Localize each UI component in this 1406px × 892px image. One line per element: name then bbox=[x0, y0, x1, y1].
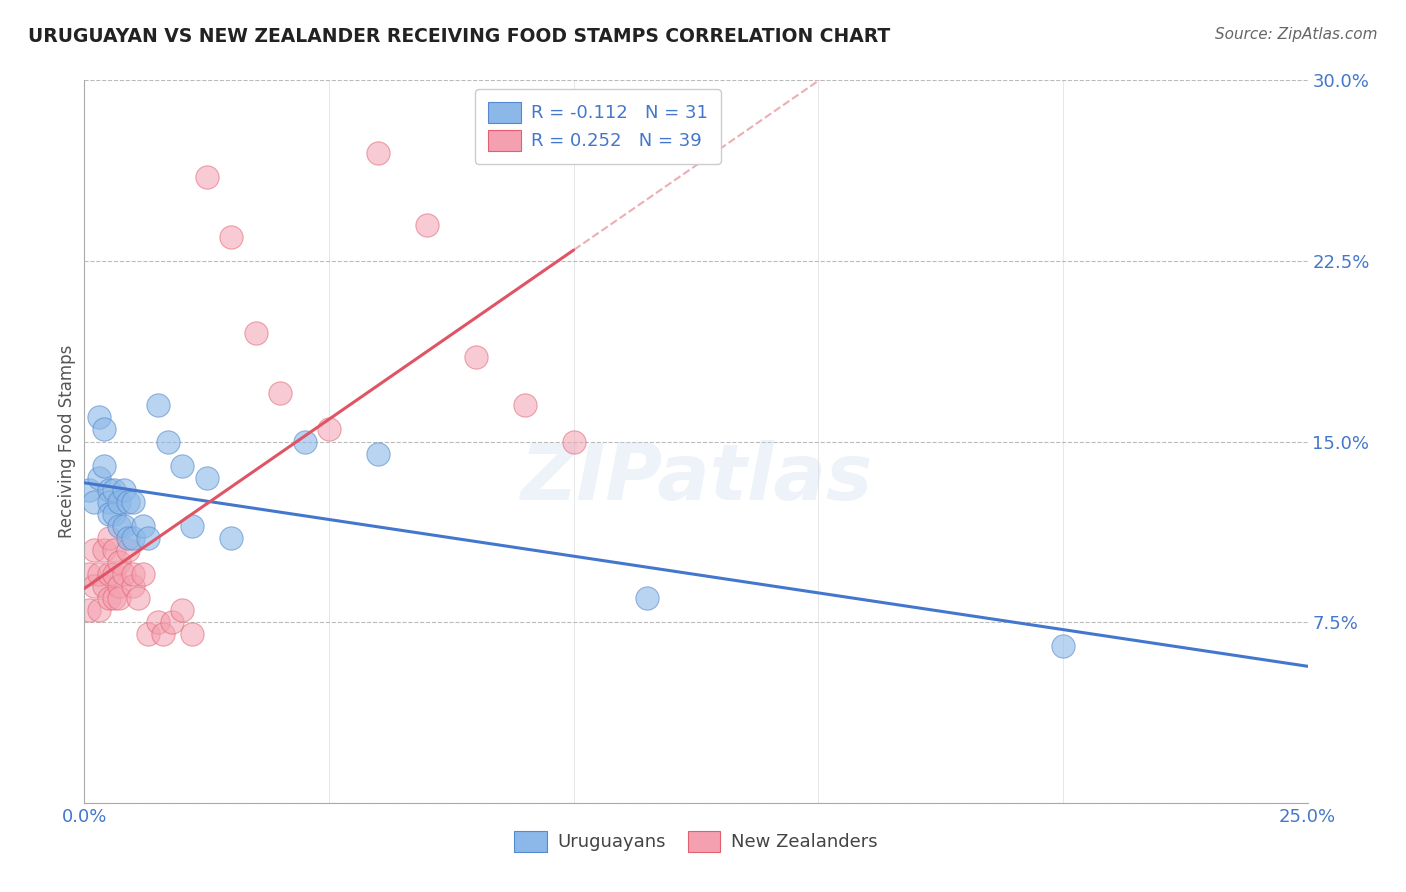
Point bbox=[97, 591, 120, 605]
Point bbox=[195, 470, 218, 484]
Point bbox=[97, 531, 120, 545]
Point bbox=[103, 483, 125, 497]
Point bbox=[318, 422, 340, 436]
Point bbox=[132, 567, 155, 582]
Point bbox=[117, 494, 139, 508]
Point bbox=[146, 615, 169, 630]
Point bbox=[117, 542, 139, 557]
Point bbox=[83, 579, 105, 593]
Point bbox=[294, 434, 316, 449]
Point bbox=[97, 494, 120, 508]
Point bbox=[117, 531, 139, 545]
Point bbox=[112, 567, 135, 582]
Point bbox=[172, 603, 194, 617]
Point bbox=[103, 567, 125, 582]
Text: Source: ZipAtlas.com: Source: ZipAtlas.com bbox=[1215, 27, 1378, 42]
Point bbox=[77, 483, 100, 497]
Text: URUGUAYAN VS NEW ZEALANDER RECEIVING FOOD STAMPS CORRELATION CHART: URUGUAYAN VS NEW ZEALANDER RECEIVING FOO… bbox=[28, 27, 890, 45]
Point bbox=[87, 567, 110, 582]
Point bbox=[107, 494, 129, 508]
Point bbox=[87, 410, 110, 425]
Point bbox=[122, 531, 145, 545]
Text: ZIPatlas: ZIPatlas bbox=[520, 440, 872, 516]
Point bbox=[181, 518, 204, 533]
Point bbox=[122, 494, 145, 508]
Point bbox=[93, 542, 115, 557]
Point bbox=[107, 591, 129, 605]
Point bbox=[562, 434, 585, 449]
Point bbox=[122, 567, 145, 582]
Point bbox=[122, 579, 145, 593]
Point bbox=[146, 398, 169, 412]
Point bbox=[107, 518, 129, 533]
Point bbox=[77, 567, 100, 582]
Point bbox=[112, 483, 135, 497]
Point bbox=[219, 230, 242, 244]
Legend: Uruguayans, New Zealanders: Uruguayans, New Zealanders bbox=[508, 823, 884, 859]
Point bbox=[107, 555, 129, 569]
Point bbox=[219, 531, 242, 545]
Point bbox=[103, 507, 125, 521]
Point bbox=[93, 579, 115, 593]
Point bbox=[136, 627, 159, 641]
Point bbox=[195, 169, 218, 184]
Point bbox=[152, 627, 174, 641]
Point bbox=[83, 494, 105, 508]
Point bbox=[636, 591, 658, 605]
Point bbox=[136, 531, 159, 545]
Point bbox=[83, 542, 105, 557]
Point bbox=[77, 603, 100, 617]
Point bbox=[513, 398, 536, 412]
Point bbox=[93, 422, 115, 436]
Point bbox=[245, 326, 267, 340]
Point bbox=[87, 470, 110, 484]
Point bbox=[127, 591, 149, 605]
Point bbox=[107, 579, 129, 593]
Point bbox=[162, 615, 184, 630]
Point bbox=[172, 458, 194, 473]
Point bbox=[367, 145, 389, 160]
Point bbox=[103, 591, 125, 605]
Y-axis label: Receiving Food Stamps: Receiving Food Stamps bbox=[58, 345, 76, 538]
Point bbox=[181, 627, 204, 641]
Point bbox=[112, 518, 135, 533]
Point bbox=[464, 350, 486, 364]
Point bbox=[1052, 639, 1074, 653]
Point bbox=[93, 458, 115, 473]
Point bbox=[416, 218, 439, 232]
Point bbox=[367, 446, 389, 460]
Point bbox=[97, 507, 120, 521]
Point bbox=[132, 518, 155, 533]
Point bbox=[87, 603, 110, 617]
Point bbox=[269, 386, 291, 401]
Point bbox=[103, 542, 125, 557]
Point bbox=[156, 434, 179, 449]
Point bbox=[97, 483, 120, 497]
Point bbox=[97, 567, 120, 582]
